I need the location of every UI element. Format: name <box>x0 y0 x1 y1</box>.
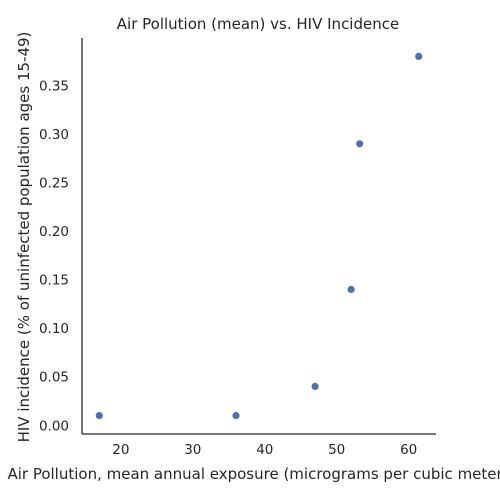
y-tick-label: 0.20 <box>39 224 69 240</box>
x-tick-label: 20 <box>112 442 129 458</box>
y-tick-label: 0.00 <box>39 418 69 434</box>
y-tick-label: 0.05 <box>39 370 69 386</box>
x-tick-label: 50 <box>328 442 345 458</box>
x-tick-label: 60 <box>400 442 417 458</box>
y-tick-label: 0.30 <box>39 127 69 143</box>
y-tick-label: 0.35 <box>39 79 69 95</box>
data-point-5 <box>356 140 364 148</box>
y-tick-label: 0.10 <box>39 321 69 337</box>
data-point-4 <box>347 285 355 293</box>
data-point-6 <box>415 52 423 61</box>
x-tick-label: 30 <box>184 442 201 458</box>
x-axis-ticks: 20 30 40 50 60 <box>112 442 417 458</box>
data-point-2 <box>232 412 240 420</box>
x-tick-label: 40 <box>256 442 273 458</box>
y-tick-label: 0.25 <box>39 176 69 192</box>
y-axis-ticks: 0.00 0.05 0.10 0.15 0.20 0.25 0.30 0.35 <box>39 79 69 435</box>
data-point-3 <box>311 382 319 390</box>
y-tick-label: 0.15 <box>39 273 69 289</box>
data-point-1 <box>95 412 103 420</box>
data-points <box>95 52 423 420</box>
x-axis-label: Air Pollution, mean annual exposure (mic… <box>7 465 500 483</box>
y-axis-label: HIV incidence (% of uninfected populatio… <box>15 32 33 443</box>
chart-title: Air Pollution (mean) vs. HIV Incidence <box>117 15 399 33</box>
